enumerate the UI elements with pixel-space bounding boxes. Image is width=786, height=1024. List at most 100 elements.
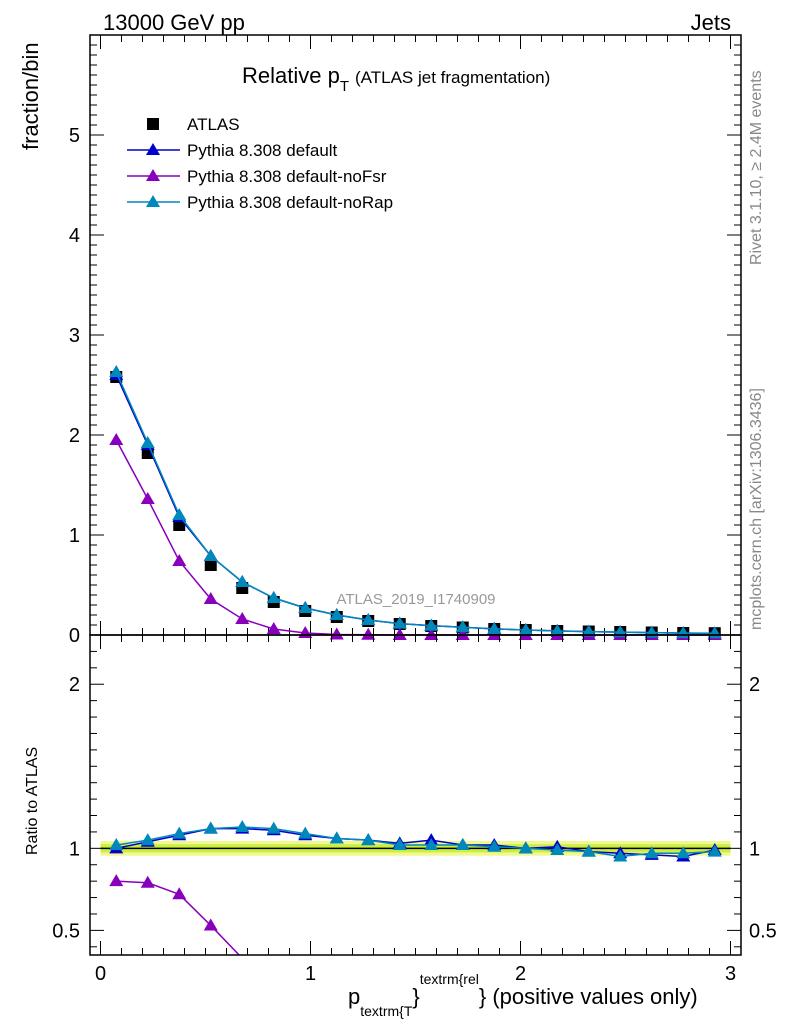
- ratio-ytick-label: 0.5: [52, 920, 80, 942]
- main-point-nofsr: [392, 628, 407, 640]
- main-point-nofsr: [203, 592, 218, 604]
- ratio-ytick-label-right: 2: [749, 674, 760, 696]
- main-ytick-label: 5: [69, 125, 80, 147]
- main-point-norap: [140, 436, 155, 448]
- main-point-norap: [109, 365, 124, 377]
- main-point-nofsr: [424, 628, 439, 640]
- ratio-point-norap: [140, 833, 155, 846]
- main-point-norap: [455, 620, 470, 633]
- legend-marker-default: [146, 143, 160, 155]
- main-title-text: Relative p: [242, 63, 340, 88]
- main-ytick-label: 1: [69, 525, 80, 547]
- ratio-xtick-label: 1: [305, 963, 316, 985]
- ratio-point-norap: [392, 838, 407, 851]
- ratio-frame: [89, 634, 742, 956]
- main-ytick-label: 3: [69, 325, 80, 347]
- legend: ATLAS Pythia 8.308 default Pythia 8.308 …: [127, 115, 393, 212]
- main-title: Relative pT (ATLAS jet fragmentation): [242, 63, 550, 95]
- main-point-norap: [298, 601, 313, 613]
- ratio-xtick-label: 3: [725, 963, 736, 985]
- ratio-point-norap: [266, 821, 281, 834]
- ratio-point-nofsr: [203, 918, 218, 931]
- main-point-nofsr: [329, 627, 344, 640]
- ratio-point-norap: [329, 831, 344, 844]
- ratio-point-nofsr: [109, 874, 124, 887]
- legend-label-norap: Pythia 8.308 default-noRap: [187, 193, 393, 212]
- ratio-point-norap: [676, 846, 691, 859]
- main-point-nofsr: [140, 492, 155, 504]
- main-point-norap: [203, 549, 218, 561]
- ratio-point-norap: [109, 838, 124, 851]
- xlabel-tail: } (positive values only): [479, 984, 698, 1009]
- ratio-ytick-label-right: 0.5: [749, 920, 777, 942]
- main-ylabel: fraction/bin: [18, 42, 43, 150]
- ratio-point-norap: [235, 820, 250, 832]
- legend-label-atlas: ATLAS: [187, 115, 240, 134]
- main-point-nofsr: [455, 628, 470, 640]
- main-point-nofsr: [361, 627, 376, 640]
- ratio-point-norap: [581, 844, 596, 857]
- ratio-point-nofsr: [172, 887, 187, 900]
- main-title-paren: (ATLAS jet fragmentation): [355, 68, 550, 87]
- ratio-point-norap: [172, 826, 187, 839]
- xlabel-sup: textrm{rel: [420, 971, 479, 987]
- ratio-point-norap: [487, 839, 502, 852]
- xlabel-sub: textrm{T: [360, 1003, 413, 1019]
- main-point-nofsr: [266, 622, 281, 634]
- main-axis-ticks: 0 1 2 3 4 5: [69, 34, 741, 647]
- xlabel-main: p: [348, 984, 360, 1009]
- header-right: Jets: [691, 10, 731, 35]
- main-point-nofsr: [109, 433, 124, 445]
- xlabel-close: }: [412, 984, 419, 1009]
- main-point-norap: [392, 616, 407, 629]
- ratio-point-nofsr: [140, 875, 155, 888]
- ratio-ytick-label: 2: [69, 674, 80, 696]
- ratio-point-norap: [613, 849, 628, 862]
- main-title-sub: T: [340, 78, 349, 95]
- analysis-watermark: ATLAS_2019_I1740909: [336, 591, 495, 608]
- ratio-point-norap: [424, 838, 439, 851]
- main-point-norap: [518, 623, 533, 635]
- ratio-ytick-label-right: 1: [749, 838, 760, 860]
- main-point-norap: [266, 591, 281, 603]
- legend-label-nofsr: Pythia 8.308 default-noFsr: [187, 167, 387, 186]
- rivet-label: Rivet 3.1.10, ≥ 2.4M events: [748, 70, 765, 265]
- main-ytick-label: 4: [69, 225, 80, 247]
- ratio-panel: 0 1 2 3 0.5 0.5 1 1 2 2 Ratio to ATLAS ptextrm{T}…: [24, 634, 777, 1019]
- main-point-nofsr: [487, 628, 502, 640]
- main-point-norap: [424, 618, 439, 631]
- legend-marker-nofsr: [146, 169, 160, 181]
- main-point-norap: [550, 624, 565, 636]
- ratio-ytick-label: 1: [69, 838, 80, 860]
- ratio-axis-ticks: 0 1 2 3 0.5 0.5 1 1 2 2: [52, 635, 777, 985]
- main-panel: 0 1 2 3 4 5 Relative pT (ATLAS jet fragmentati…: [18, 34, 742, 647]
- main-ytick-label: 0: [69, 625, 80, 647]
- main-point-norap: [235, 575, 250, 587]
- ratio-series-group: [109, 820, 722, 955]
- ratio-point-norap: [550, 842, 565, 855]
- ratio-xlabel: ptextrm{T}textrm{rel} (positive values o…: [348, 971, 698, 1019]
- ratio-point-norap: [644, 846, 659, 859]
- main-point-nofsr: [235, 612, 250, 624]
- legend-marker-atlas: [147, 118, 159, 130]
- ratio-point-norap: [518, 841, 533, 854]
- legend-marker-norap: [146, 195, 160, 207]
- main-point-norap: [329, 608, 344, 620]
- main-point-norap: [613, 625, 628, 638]
- ratio-line-nofsr: [116, 880, 241, 955]
- ratio-point-norap: [707, 844, 722, 857]
- ratio-point-norap: [361, 833, 376, 846]
- ratio-point-norap: [203, 821, 218, 834]
- legend-label-default: Pythia 8.308 default: [187, 141, 338, 160]
- header-left: 13000 GeV pp: [103, 10, 245, 35]
- ratio-xtick-label: 0: [95, 963, 106, 985]
- main-point-norap: [172, 508, 187, 520]
- main-point-atlas: [204, 559, 217, 571]
- ratio-xtick-label: 2: [515, 963, 526, 985]
- main-ytick-label: 2: [69, 425, 80, 447]
- main-point-nofsr: [172, 554, 187, 566]
- ratio-line-norap: [116, 826, 715, 858]
- ratio-ylabel: Ratio to ATLAS: [24, 747, 41, 855]
- mcplots-label: mcplots.cern.ch [arXiv:1306.3436]: [748, 388, 765, 630]
- ratio-point-norap: [298, 826, 313, 839]
